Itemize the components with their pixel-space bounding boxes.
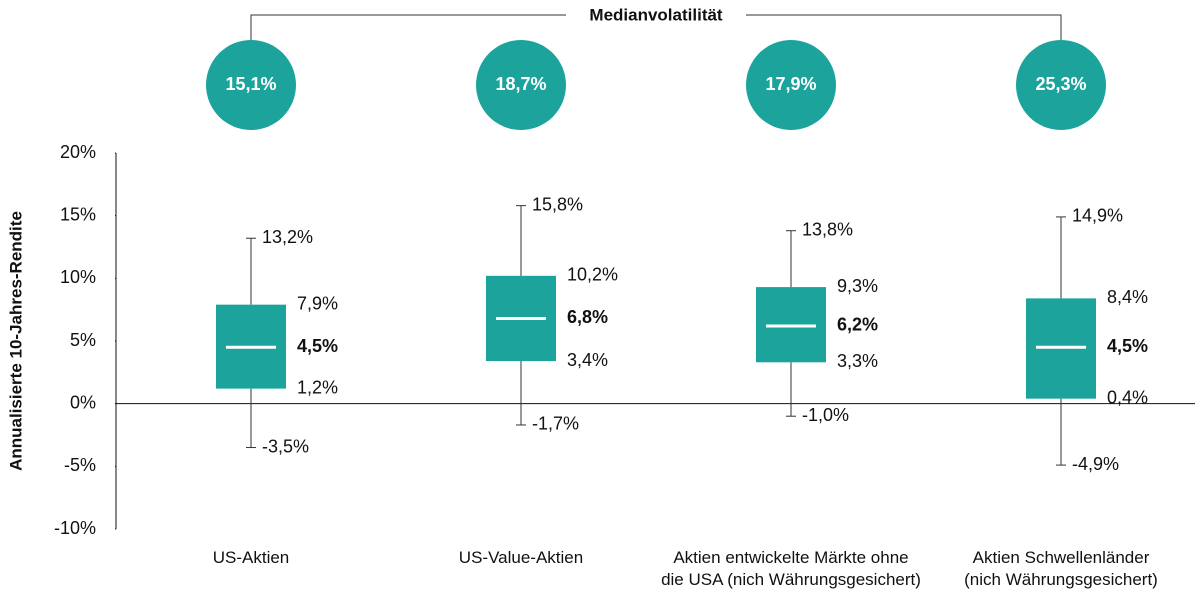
y-tick-label: -5% (64, 455, 96, 475)
y-tick-label: 0% (70, 392, 96, 412)
q3-label: 10,2% (567, 265, 618, 285)
y-tick-label: 5% (70, 330, 96, 350)
q1-label: 0,4% (1107, 387, 1148, 407)
min-label: -1,7% (532, 414, 579, 434)
x-tick-label: US-Value-Aktien (458, 548, 584, 567)
title-bg (566, 3, 746, 27)
y-tick-label: 10% (60, 267, 96, 287)
volatility-label: 15,1% (225, 74, 276, 94)
volatility-circle (746, 40, 836, 130)
max-label: 13,2% (262, 227, 313, 247)
q1-label: 3,4% (567, 350, 608, 370)
max-label: 13,8% (802, 219, 853, 239)
y-tick-label: 20% (60, 142, 96, 162)
min-label: -3,5% (262, 436, 309, 456)
median-label: 6,2% (837, 315, 878, 335)
volatility-circle (1016, 40, 1106, 130)
q3-label: 9,3% (837, 276, 878, 296)
q1-label: 3,3% (837, 351, 878, 371)
y-tick-label: 15% (60, 204, 96, 224)
q3-label: 7,9% (297, 293, 338, 313)
volatility-label: 25,3% (1035, 74, 1086, 94)
volatility-circle (206, 40, 296, 130)
x-tick-label: Aktien Schwellenländer (nich Währungsges… (964, 548, 1158, 589)
x-tick-label: Aktien entwickelte Märkte ohne die USA (… (661, 548, 921, 589)
volatility-label: 17,9% (765, 74, 816, 94)
min-label: -1,0% (802, 405, 849, 425)
volatility-title: Medianvolatilität (589, 5, 723, 24)
q1-label: 1,2% (297, 377, 338, 397)
x-tick-label: US-Aktien (212, 548, 290, 567)
y-tick-label: -10% (54, 518, 96, 538)
median-label: 6,8% (567, 307, 608, 327)
volatility-label: 18,7% (495, 74, 546, 94)
q3-label: 8,4% (1107, 287, 1148, 307)
max-label: 15,8% (532, 194, 583, 214)
median-label: 4,5% (297, 336, 338, 356)
y-axis-title: Annualisierte 10-Jahres-Rendite (6, 211, 25, 471)
volatility-circle (476, 40, 566, 130)
median-label: 4,5% (1107, 336, 1148, 356)
max-label: 14,9% (1072, 206, 1123, 226)
min-label: -4,9% (1072, 454, 1119, 474)
